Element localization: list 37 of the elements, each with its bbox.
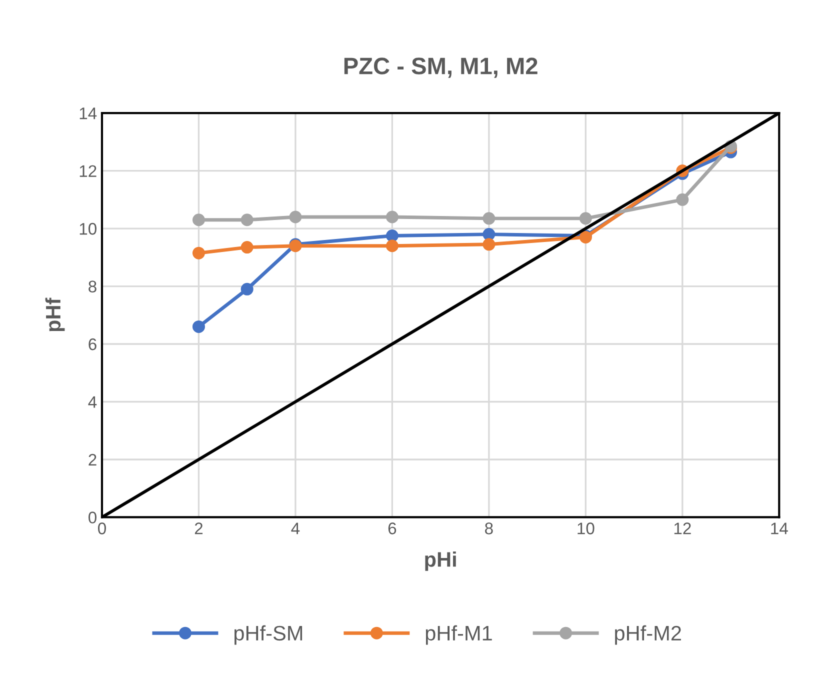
point (240, 282, 254, 296)
x-tick-label: 12 (674, 522, 691, 534)
y-tick-label: 14 (80, 108, 97, 120)
y-tick-label: 0 (88, 512, 96, 524)
point (386, 230, 398, 242)
point (192, 246, 205, 260)
point (579, 212, 592, 225)
legend-label: pHf-SM (234, 625, 302, 645)
x-tick-label: 4 (291, 522, 300, 534)
legend-label: pHf-M2 (615, 625, 681, 645)
point (192, 320, 205, 333)
x-tick-label: 6 (388, 522, 396, 534)
point (386, 240, 398, 252)
y-tick-label: 8 (88, 280, 96, 292)
point (289, 210, 302, 224)
y-axis-title: pHf (45, 298, 65, 332)
y-tick-label: 4 (88, 396, 97, 408)
legend-label: pHf-M1 (426, 625, 492, 645)
y-tick-label: 12 (80, 165, 96, 177)
x-tick-label: 14 (771, 522, 788, 534)
point (482, 228, 496, 241)
point (192, 214, 205, 226)
x-tick-label: 8 (485, 522, 493, 534)
x-axis-title: pHi (425, 552, 456, 571)
point (240, 214, 254, 226)
chart-title: PZC - SM, M1, M2 (344, 58, 538, 78)
y-tick-label: 6 (88, 338, 96, 350)
point (482, 212, 496, 225)
point (386, 210, 398, 224)
x-tick-label: 10 (578, 522, 594, 534)
point (482, 238, 496, 251)
point (676, 193, 689, 206)
y-tick-label: 2 (88, 454, 96, 466)
x-tick-label: 2 (194, 522, 203, 534)
x-tick-label: 0 (98, 522, 106, 534)
point (240, 241, 254, 254)
y-tick-label: 10 (80, 222, 96, 235)
